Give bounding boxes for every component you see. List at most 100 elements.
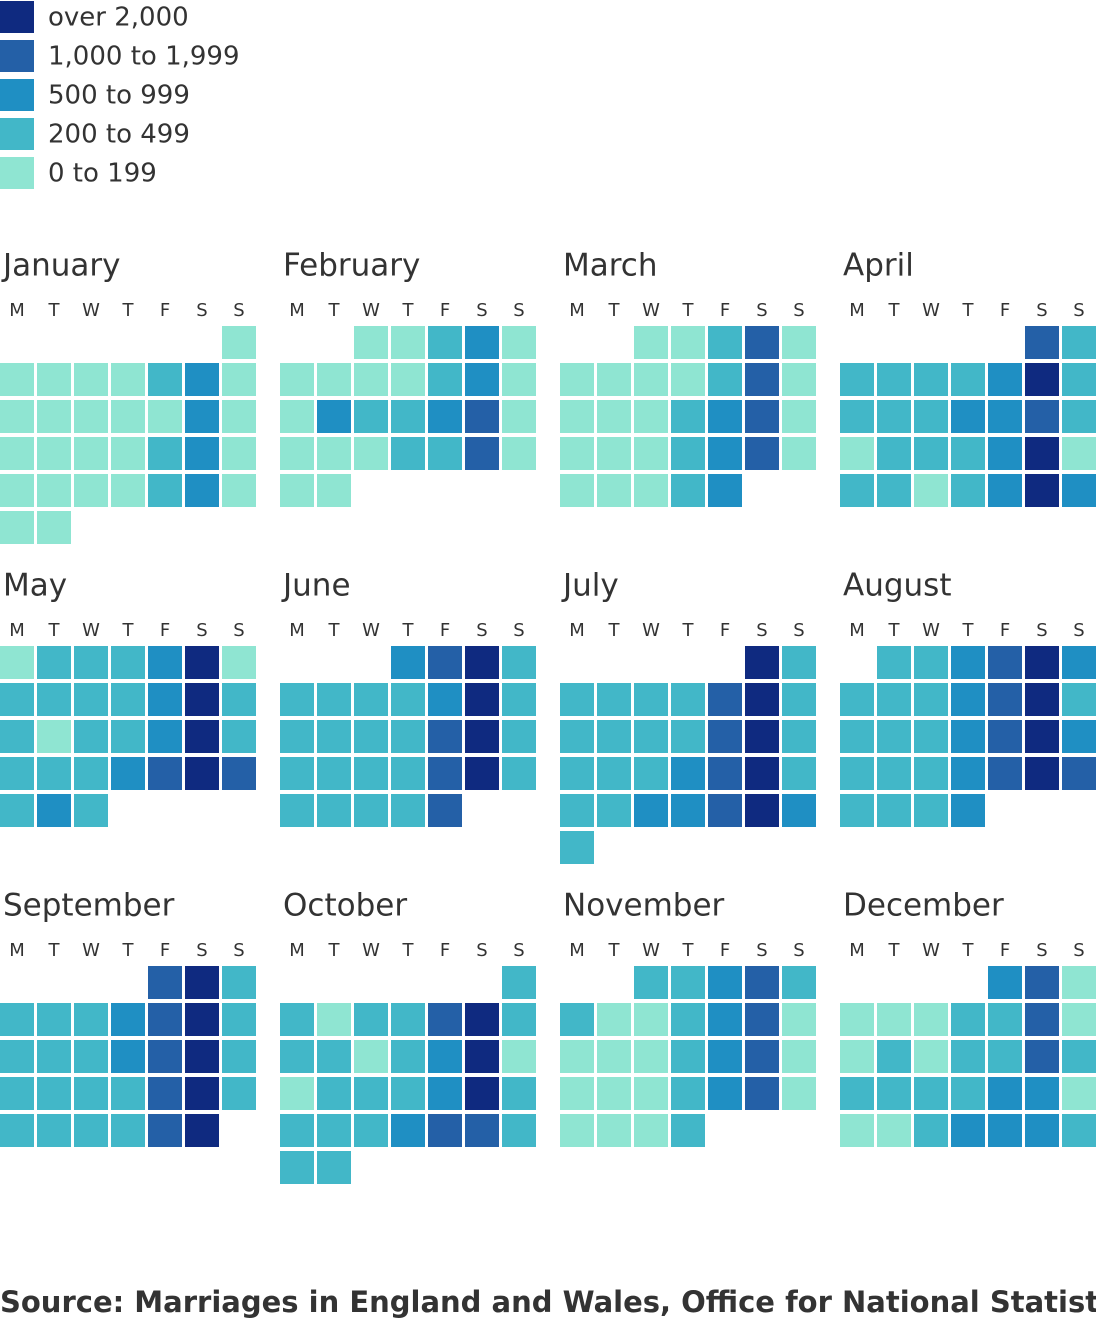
day-cell bbox=[597, 1114, 631, 1147]
day-cell bbox=[1062, 326, 1096, 359]
weekday-label: T bbox=[402, 940, 415, 961]
day-cell bbox=[185, 683, 219, 716]
weekday-label: F bbox=[1000, 620, 1010, 641]
day-cell bbox=[560, 437, 594, 470]
day-cell bbox=[634, 1077, 668, 1110]
day-cell bbox=[185, 646, 219, 679]
day-cell bbox=[502, 720, 536, 753]
weekday-label: T bbox=[402, 300, 415, 321]
day-cell bbox=[317, 1003, 351, 1036]
day-cell bbox=[185, 720, 219, 753]
day-cell bbox=[877, 1003, 911, 1036]
day-cell bbox=[877, 437, 911, 470]
day-cell bbox=[634, 326, 668, 359]
day-cell bbox=[560, 1077, 594, 1110]
legend-label: over 2,000 bbox=[48, 3, 189, 33]
day-cell bbox=[37, 400, 71, 433]
day-cell bbox=[391, 363, 425, 396]
day-cell bbox=[877, 474, 911, 507]
day-cell bbox=[634, 437, 668, 470]
day-cell bbox=[222, 1040, 256, 1073]
day-cell bbox=[951, 363, 985, 396]
day-cell bbox=[185, 437, 219, 470]
day-cell bbox=[317, 1077, 351, 1110]
weekday-label: T bbox=[682, 940, 695, 961]
weekday-label: W bbox=[642, 940, 660, 961]
day-cell bbox=[745, 1040, 779, 1073]
day-cell bbox=[1062, 400, 1096, 433]
day-cell bbox=[391, 1040, 425, 1073]
weekday-label: S bbox=[1036, 620, 1047, 641]
day-cell bbox=[782, 794, 816, 827]
day-cell bbox=[37, 1114, 71, 1147]
day-cell bbox=[111, 437, 145, 470]
day-cell bbox=[391, 400, 425, 433]
day-cell bbox=[988, 1040, 1022, 1073]
day-cell bbox=[280, 1040, 314, 1073]
day-cell bbox=[354, 1003, 388, 1036]
day-cell bbox=[671, 683, 705, 716]
day-cell bbox=[280, 474, 314, 507]
day-cell bbox=[914, 1077, 948, 1110]
day-cell bbox=[877, 363, 911, 396]
legend-swatch bbox=[0, 40, 34, 72]
day-cell bbox=[1025, 326, 1059, 359]
day-cell bbox=[708, 794, 742, 827]
day-cell bbox=[74, 1077, 108, 1110]
day-cell bbox=[391, 646, 425, 679]
day-cell bbox=[1025, 757, 1059, 790]
day-cell bbox=[0, 757, 34, 790]
day-cell bbox=[391, 1077, 425, 1110]
day-cell bbox=[951, 683, 985, 716]
day-cell bbox=[37, 646, 71, 679]
weekday-label: M bbox=[289, 940, 305, 961]
weekday-label: T bbox=[888, 300, 901, 321]
day-cell bbox=[914, 1003, 948, 1036]
day-cell bbox=[354, 326, 388, 359]
weekday-label: T bbox=[962, 300, 975, 321]
day-cell bbox=[37, 1040, 71, 1073]
day-cell bbox=[428, 757, 462, 790]
day-cell bbox=[37, 1077, 71, 1110]
day-cell bbox=[317, 683, 351, 716]
day-cell bbox=[914, 1114, 948, 1147]
day-cell bbox=[148, 400, 182, 433]
weekday-label: W bbox=[82, 300, 100, 321]
day-cell bbox=[502, 1114, 536, 1147]
day-cell bbox=[597, 1003, 631, 1036]
day-cell bbox=[597, 474, 631, 507]
month-title: December bbox=[843, 888, 1004, 924]
day-cell bbox=[428, 363, 462, 396]
day-cell bbox=[465, 400, 499, 433]
day-cell bbox=[185, 1114, 219, 1147]
legend-label: 0 to 199 bbox=[48, 159, 157, 189]
day-cell bbox=[74, 400, 108, 433]
day-cell bbox=[877, 1040, 911, 1073]
weekday-label: M bbox=[849, 620, 865, 641]
day-cell bbox=[840, 474, 874, 507]
day-cell bbox=[280, 437, 314, 470]
day-cell bbox=[988, 757, 1022, 790]
day-cell bbox=[1062, 1003, 1096, 1036]
day-cell bbox=[317, 437, 351, 470]
legend-label: 500 to 999 bbox=[48, 81, 190, 111]
day-cell bbox=[354, 683, 388, 716]
day-cell bbox=[951, 1003, 985, 1036]
day-cell bbox=[914, 720, 948, 753]
day-cell bbox=[391, 1114, 425, 1147]
weekday-label: T bbox=[682, 300, 695, 321]
day-cell bbox=[671, 1040, 705, 1073]
weekday-label: W bbox=[362, 620, 380, 641]
day-cell bbox=[708, 966, 742, 999]
weekday-label: M bbox=[9, 940, 25, 961]
day-cell bbox=[111, 474, 145, 507]
day-cell bbox=[37, 363, 71, 396]
day-cell bbox=[428, 437, 462, 470]
day-cell bbox=[782, 363, 816, 396]
weekday-label: F bbox=[160, 300, 170, 321]
day-cell bbox=[1025, 363, 1059, 396]
day-cell bbox=[391, 437, 425, 470]
day-cell bbox=[222, 326, 256, 359]
day-cell bbox=[74, 437, 108, 470]
day-cell bbox=[951, 437, 985, 470]
